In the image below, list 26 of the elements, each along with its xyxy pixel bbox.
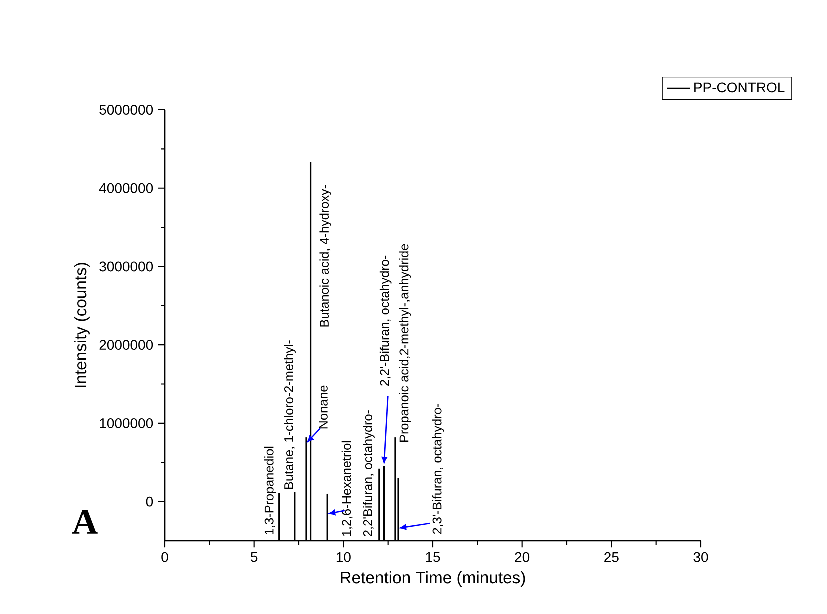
y-tick-label: 3000000 (100, 262, 154, 272)
x-tick-label: 5 (251, 552, 258, 562)
x-tick-label: 20 (515, 552, 530, 562)
y-tick-label: 0 (146, 496, 154, 507)
annotation: 2,3'-Bifuran, octahydro- (432, 404, 444, 534)
x-tick-label: 30 (694, 552, 708, 562)
x-tick-label: 0 (162, 552, 168, 562)
y-tick-label: 5000000 (100, 105, 154, 115)
legend-label: PP-CONTROL (694, 82, 785, 93)
x-axis-title: Retention Time (minutes) (341, 571, 526, 587)
y-tick-label: 2000000 (100, 340, 154, 350)
annotation: 2,2'-Bifuran, octahydro- (380, 256, 392, 386)
annotation: Nonane (319, 386, 328, 429)
x-tick-label: 10 (336, 552, 351, 562)
annotation: 1,3-Propanediol (264, 446, 276, 535)
annotation: Propanoic acid,2-methyl-,anhydride (399, 244, 412, 442)
text: A (72, 510, 98, 534)
y-axis-title: Intensity (counts) (74, 263, 90, 388)
annotation: 2,2'Bifuran, octahydro- (363, 410, 375, 536)
y-tick-label: 4000000 (99, 183, 154, 194)
x-tick-label: 15 (426, 552, 440, 562)
annotation: Butanoic acid, 4-hydroxy- (320, 185, 332, 327)
y-tick-label: 1000000 (100, 418, 154, 428)
annotation: 1,2,6-Hexanetriol (342, 441, 353, 536)
annotation: Butane, 1-chloro-2-methyl- (284, 340, 296, 489)
x-tick-label: 25 (604, 552, 619, 562)
